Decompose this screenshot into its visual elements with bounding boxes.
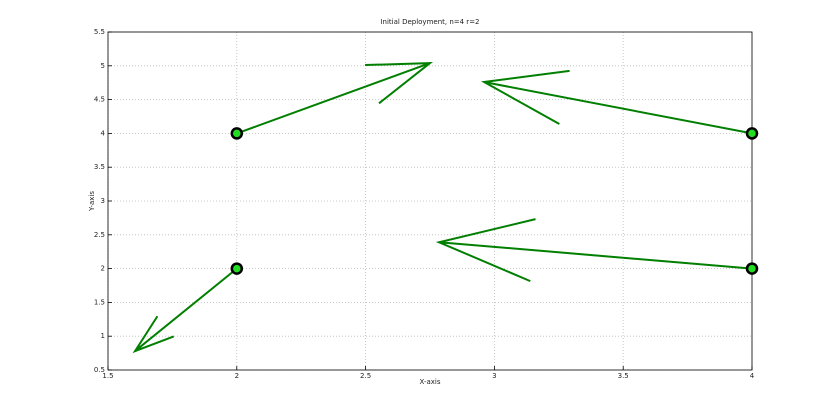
plot-frame	[107, 31, 753, 371]
marker	[745, 127, 759, 140]
marker	[745, 262, 759, 275]
y-tick-label: 3.5	[94, 163, 105, 171]
y-tick-label: 4	[101, 129, 106, 137]
x-tick-label: 3.5	[618, 372, 629, 380]
y-tick-label: 5.5	[94, 28, 105, 36]
y-tick-label: 3	[101, 197, 105, 205]
x-axis-label: X-axis	[420, 378, 441, 386]
x-tick-label: 3	[492, 372, 496, 380]
arrow	[480, 69, 753, 135]
chart-title: Initial Deployment, n=4 r=2	[380, 18, 479, 26]
marker	[230, 262, 244, 275]
y-tick-label: 1.5	[94, 298, 105, 306]
arrow	[236, 62, 433, 135]
y-tick-label: 2.5	[94, 231, 105, 239]
arrow	[132, 267, 238, 354]
y-tick-label: 0.5	[94, 366, 105, 374]
x-tick-label: 1.5	[102, 372, 113, 380]
x-tick-label: 2	[235, 372, 239, 380]
marker	[230, 127, 244, 140]
arrow	[435, 218, 753, 283]
y-tick-label: 1	[101, 332, 105, 340]
y-tick-label: 4.5	[94, 96, 105, 104]
x-tick-label: 4	[750, 372, 755, 380]
y-tick-label: 2	[101, 265, 105, 273]
x-tick-label: 2.5	[360, 372, 371, 380]
y-tick-label: 5	[101, 62, 105, 70]
y-axis-label: Y-axis	[88, 191, 96, 212]
